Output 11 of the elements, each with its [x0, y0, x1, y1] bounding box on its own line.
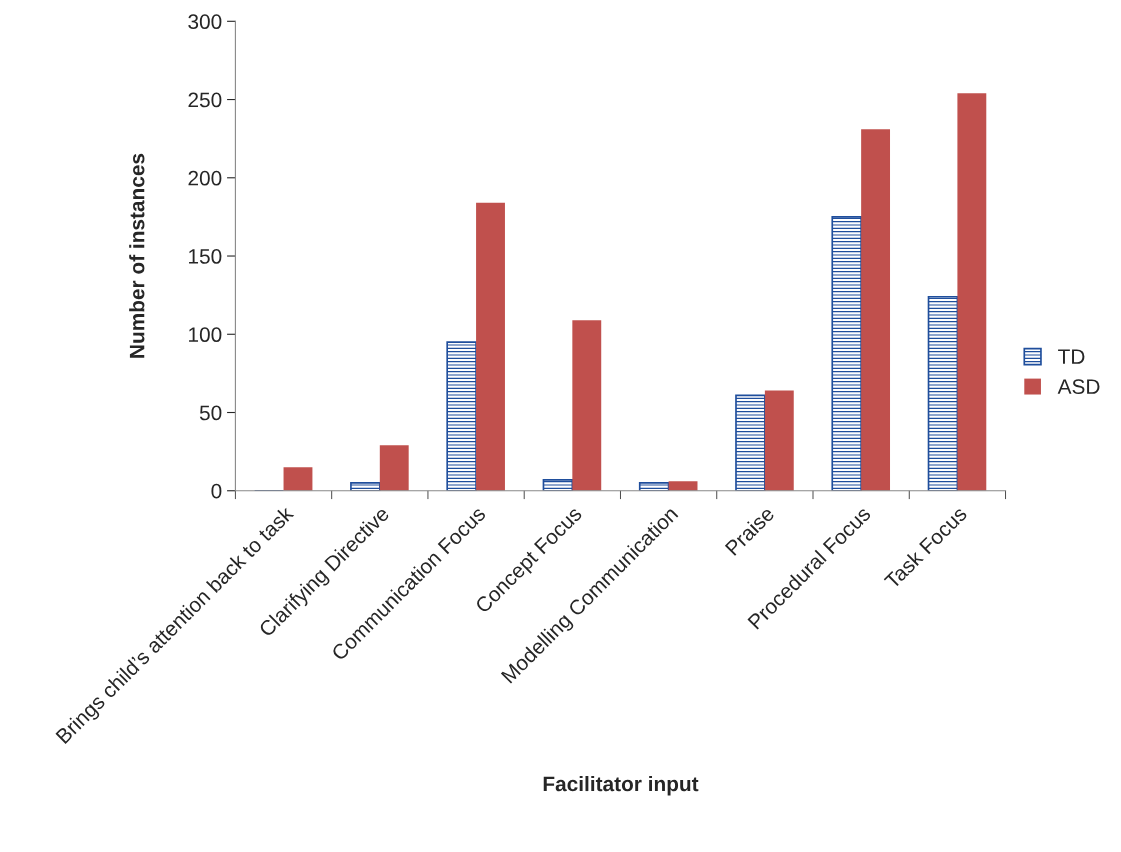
x-axis-title: Facilitator input — [543, 775, 699, 796]
legend-label: TD — [1058, 349, 1085, 364]
y-tick-label: 50 — [199, 405, 222, 421]
y-tick-label: 200 — [188, 170, 222, 186]
y-tick-label: 0 — [211, 483, 222, 499]
legend-label: ASD — [1057, 379, 1100, 395]
y-tick-label: 250 — [188, 92, 222, 108]
y-tick-label: 150 — [189, 249, 222, 264]
y-tick-label: 300 — [188, 14, 222, 30]
y-tick-label: 100 — [189, 327, 222, 343]
y-axis-title: Number of instances — [129, 153, 145, 358]
